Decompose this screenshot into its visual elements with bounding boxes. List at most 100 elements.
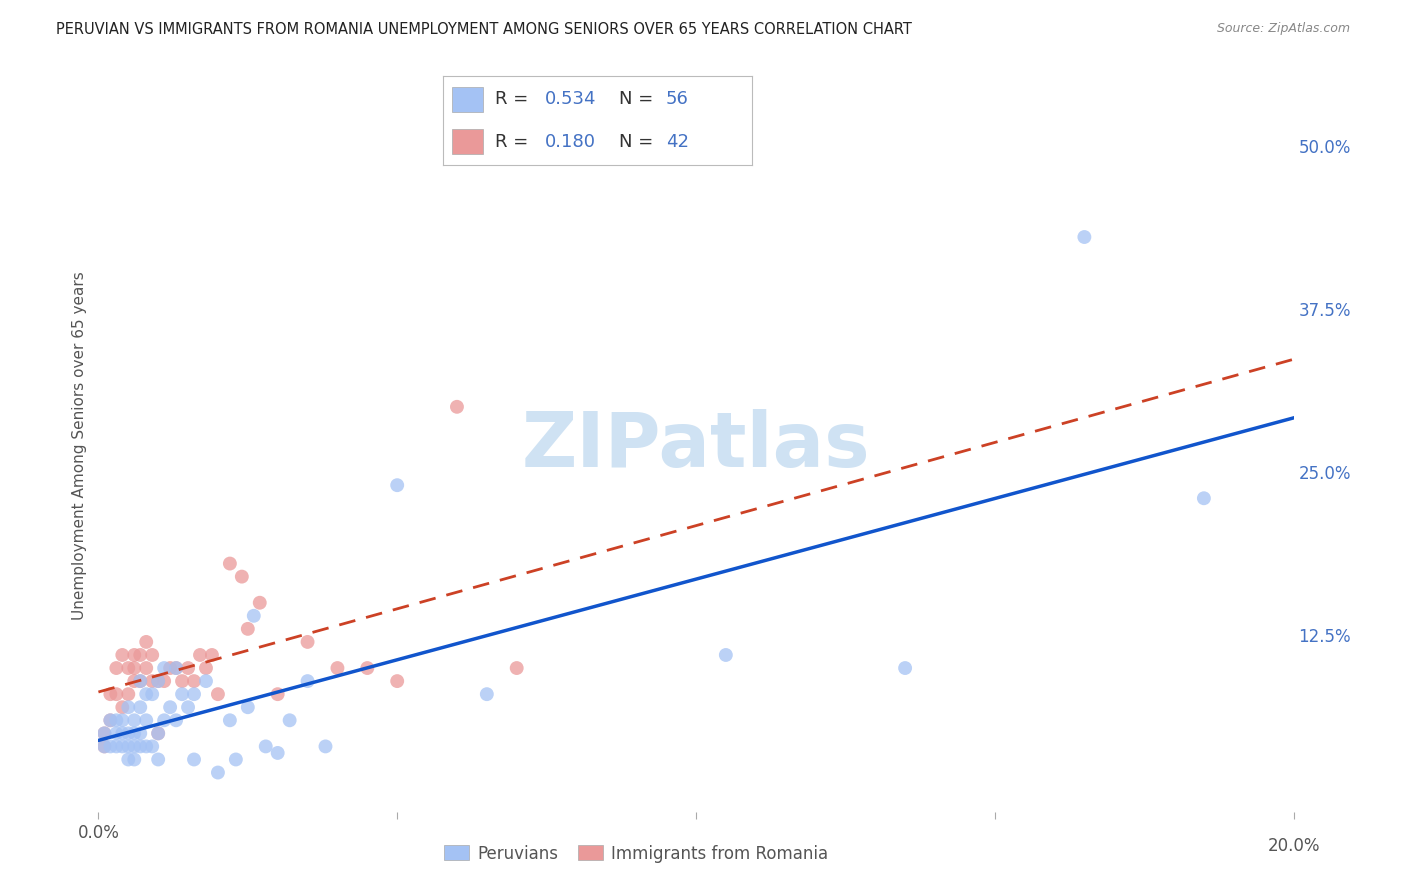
Point (183, 674, 205, 689)
Point (254, 739, 277, 754)
Point (188, 648, 211, 662)
Point (236, 700, 259, 714)
Text: N =: N = (619, 90, 659, 108)
Point (141, 674, 163, 689)
Bar (453, 87, 484, 112)
Point (159, 700, 181, 714)
Point (1192, 491, 1215, 506)
Point (267, 746, 290, 760)
Point (141, 739, 163, 754)
Point (129, 700, 152, 714)
Point (105, 687, 128, 701)
Point (243, 608, 266, 623)
Text: 20.0%: 20.0% (1267, 837, 1320, 855)
Text: 56: 56 (665, 90, 689, 108)
Point (148, 726, 170, 740)
Point (124, 714, 146, 728)
Point (117, 687, 139, 701)
Point (129, 739, 152, 754)
Point (141, 687, 163, 701)
Text: 0.180: 0.180 (546, 133, 596, 151)
Point (475, 687, 498, 701)
Point (201, 648, 224, 662)
Point (165, 661, 187, 675)
Point (129, 674, 152, 689)
Point (124, 726, 146, 740)
Point (219, 557, 242, 571)
Point (165, 661, 187, 675)
Point (207, 687, 229, 701)
Text: Source: ZipAtlas.com: Source: ZipAtlas.com (1216, 22, 1350, 36)
Point (135, 739, 157, 754)
Point (135, 661, 157, 675)
Point (105, 739, 128, 754)
Point (153, 714, 176, 728)
Bar (453, 129, 484, 154)
Point (267, 687, 290, 701)
Point (297, 635, 319, 649)
Text: R =: R = (495, 133, 534, 151)
Point (315, 739, 337, 754)
Point (124, 739, 146, 754)
Point (105, 726, 128, 740)
Point (172, 687, 194, 701)
Point (117, 700, 139, 714)
Text: N =: N = (619, 133, 659, 151)
Point (93, 726, 115, 740)
Point (129, 674, 152, 689)
Point (159, 661, 181, 675)
Point (124, 674, 146, 689)
Point (93, 739, 115, 754)
Point (117, 726, 139, 740)
Point (894, 661, 917, 675)
Point (117, 752, 139, 766)
Text: R =: R = (495, 90, 534, 108)
Point (93, 739, 115, 754)
Point (231, 569, 253, 583)
Point (177, 661, 200, 675)
Point (172, 674, 194, 689)
Point (98, 739, 122, 754)
Point (183, 687, 205, 701)
Point (195, 661, 218, 675)
Point (117, 661, 139, 675)
Point (326, 661, 349, 675)
Point (111, 648, 134, 662)
Point (124, 648, 146, 662)
Text: 42: 42 (665, 133, 689, 151)
Point (177, 700, 200, 714)
Point (385, 478, 409, 492)
Point (219, 714, 242, 728)
Point (98, 714, 122, 728)
Point (165, 714, 187, 728)
Point (207, 765, 229, 780)
Point (111, 726, 134, 740)
Point (148, 752, 170, 766)
Point (148, 674, 170, 689)
Point (297, 674, 319, 689)
Point (153, 674, 176, 689)
Text: 0.534: 0.534 (546, 90, 596, 108)
Point (129, 726, 152, 740)
Point (236, 622, 259, 636)
Point (124, 752, 146, 766)
Point (1073, 230, 1095, 244)
Point (249, 596, 271, 610)
Point (117, 739, 139, 754)
Point (153, 661, 176, 675)
Point (141, 648, 163, 662)
Text: PERUVIAN VS IMMIGRANTS FROM ROMANIA UNEMPLOYMENT AMONG SENIORS OVER 65 YEARS COR: PERUVIAN VS IMMIGRANTS FROM ROMANIA UNEM… (56, 22, 912, 37)
Point (278, 714, 301, 728)
Point (98, 687, 122, 701)
Point (135, 714, 157, 728)
Y-axis label: Unemployment Among Seniors over 65 years: Unemployment Among Seniors over 65 years (72, 272, 87, 620)
Point (506, 661, 529, 675)
Point (148, 674, 170, 689)
Point (714, 648, 737, 662)
Text: ZIPatlas: ZIPatlas (522, 409, 870, 483)
Point (356, 661, 378, 675)
Point (446, 400, 468, 414)
Point (385, 674, 409, 689)
Point (111, 714, 134, 728)
Point (124, 661, 146, 675)
